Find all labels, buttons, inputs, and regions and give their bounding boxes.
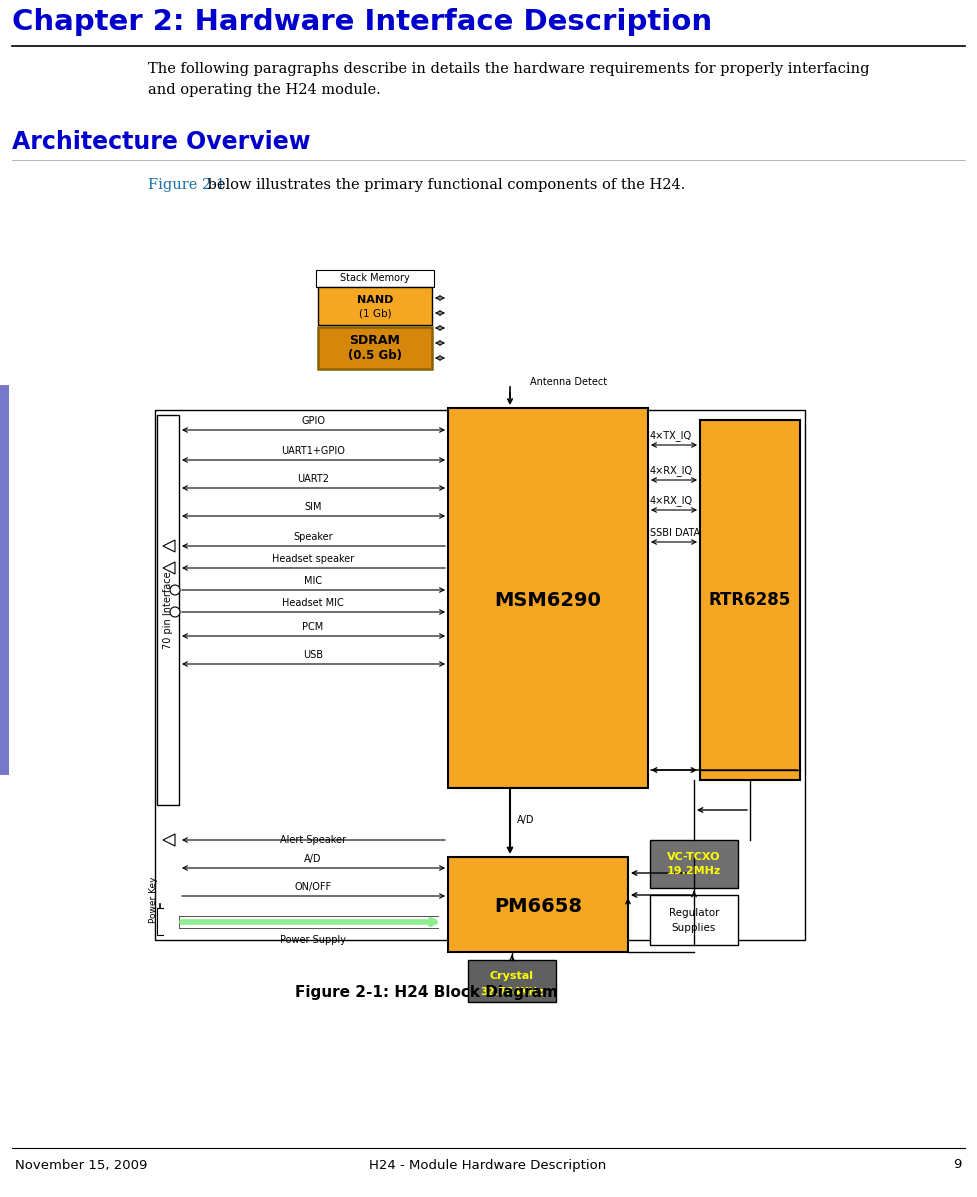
Text: UART2: UART2: [297, 474, 329, 484]
Bar: [650, 840, 738, 888]
Text: Chapter 2: Hardware Interface Description: Chapter 2: Hardware Interface Descriptio…: [12, 8, 712, 36]
Text: VC-TCXO: VC-TCXO: [667, 852, 721, 862]
Bar: [700, 420, 800, 780]
Bar: [155, 411, 805, 940]
Text: SIM: SIM: [304, 502, 321, 512]
Text: H24 - Module Hardware Description: H24 - Module Hardware Description: [369, 1159, 607, 1172]
Polygon shape: [163, 563, 175, 575]
Text: NAND: NAND: [357, 294, 393, 305]
Text: Figure 2-1: H24 Block Diagram: Figure 2-1: H24 Block Diagram: [295, 985, 558, 999]
Polygon shape: [163, 540, 175, 552]
Text: Regulator: Regulator: [668, 909, 719, 918]
Text: Power Supply: Power Supply: [280, 935, 346, 944]
Bar: [157, 415, 179, 806]
Text: 32.764KHz: 32.764KHz: [481, 988, 543, 997]
Text: PCM: PCM: [302, 622, 323, 632]
Bar: [0, 385, 9, 774]
Text: Speaker: Speaker: [293, 531, 333, 542]
Text: Antenna Detect: Antenna Detect: [530, 377, 607, 387]
Bar: [318, 287, 432, 326]
Text: (0.5 Gb): (0.5 Gb): [348, 350, 402, 363]
Text: Alert Speaker: Alert Speaker: [280, 836, 346, 845]
Bar: [448, 408, 648, 788]
Text: November 15, 2009: November 15, 2009: [15, 1159, 148, 1172]
Text: SDRAM: SDRAM: [350, 334, 401, 347]
Text: 9: 9: [954, 1159, 962, 1172]
Text: PM6658: PM6658: [494, 897, 582, 916]
Text: SSBI DATA: SSBI DATA: [650, 528, 701, 537]
Bar: [448, 857, 628, 952]
Text: MIC: MIC: [304, 576, 322, 587]
Text: Supplies: Supplies: [672, 923, 716, 932]
Text: Crystal: Crystal: [490, 971, 534, 982]
Bar: [316, 271, 434, 287]
Text: GPIO: GPIO: [301, 417, 325, 426]
Text: 4×TX_IQ: 4×TX_IQ: [650, 431, 692, 442]
Bar: [318, 327, 432, 369]
Polygon shape: [163, 834, 175, 846]
Text: 4×RX_IQ: 4×RX_IQ: [650, 496, 693, 506]
Text: ON/OFF: ON/OFF: [294, 882, 331, 892]
Text: 19.2MHz: 19.2MHz: [667, 865, 721, 876]
Text: A/D: A/D: [304, 853, 321, 864]
Text: A/D: A/D: [517, 815, 534, 825]
Text: 70 pin Interface: 70 pin Interface: [163, 571, 173, 649]
Text: UART1+GPIO: UART1+GPIO: [281, 446, 345, 456]
Text: MSM6290: MSM6290: [494, 590, 602, 609]
Text: USB: USB: [303, 650, 323, 660]
Text: Figure 2-1: Figure 2-1: [148, 178, 226, 192]
Text: Power Key: Power Key: [149, 876, 157, 923]
Text: RTR6285: RTR6285: [709, 591, 791, 609]
Text: The following paragraphs describe in details the hardware requirements for prope: The following paragraphs describe in det…: [148, 62, 870, 97]
Text: Stack Memory: Stack Memory: [340, 273, 410, 282]
Circle shape: [170, 607, 180, 616]
Text: below illustrates the primary functional components of the H24.: below illustrates the primary functional…: [203, 178, 686, 192]
Text: 4×RX_IQ: 4×RX_IQ: [650, 466, 693, 476]
Bar: [650, 895, 738, 944]
Circle shape: [170, 585, 180, 595]
Text: (1 Gb): (1 Gb): [359, 308, 392, 318]
Text: Architecture Overview: Architecture Overview: [12, 130, 311, 154]
Text: Headset MIC: Headset MIC: [282, 598, 344, 608]
Bar: [468, 960, 556, 1002]
Text: Headset speaker: Headset speaker: [272, 554, 354, 564]
